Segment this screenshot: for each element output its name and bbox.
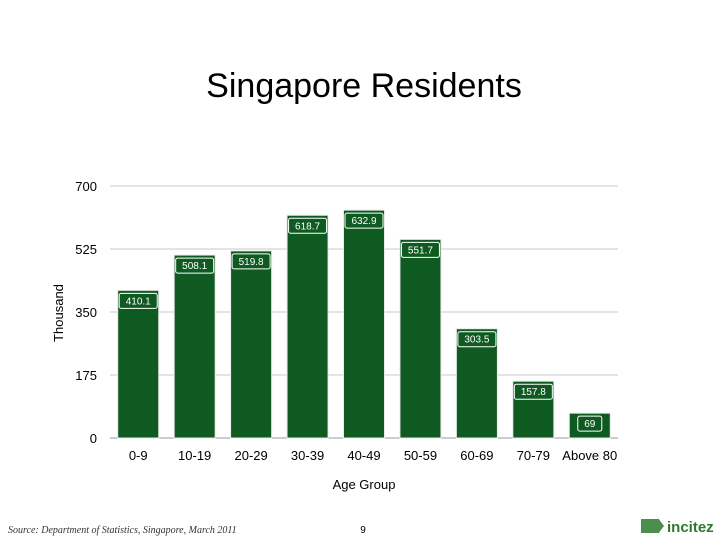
y-tick-label: 175 — [75, 368, 97, 383]
y-axis-title: Thousand — [51, 284, 66, 342]
y-tick-label: 350 — [75, 305, 97, 320]
data-label-box — [118, 292, 158, 309]
bar — [117, 289, 160, 439]
x-tick-label: 0-9 — [129, 448, 148, 463]
data-label-box — [457, 331, 497, 348]
x-tick-label: 70-79 — [517, 448, 550, 463]
data-label: 303.5 — [464, 335, 489, 346]
bar — [230, 250, 273, 439]
data-label: 618.7 — [295, 221, 320, 232]
logo-arrow-icon — [641, 514, 664, 538]
x-tick-label: 10-19 — [178, 448, 211, 463]
data-label-box — [231, 253, 271, 270]
x-tick-label: 40-49 — [347, 448, 380, 463]
data-label-box — [344, 212, 384, 229]
data-label-box — [400, 241, 440, 258]
data-label: 410.1 — [126, 296, 151, 307]
x-tick-label: 60-69 — [460, 448, 493, 463]
data-label: 632.9 — [351, 216, 376, 227]
y-tick-label: 0 — [90, 431, 97, 446]
data-label: 519.8 — [239, 257, 264, 268]
x-axis-title: Age Group — [333, 477, 396, 492]
bar — [173, 254, 216, 439]
bar — [286, 214, 329, 439]
x-tick-label: 30-39 — [291, 448, 324, 463]
x-tick-label: 20-29 — [234, 448, 267, 463]
data-label-box — [577, 415, 603, 432]
data-label: 508.1 — [182, 261, 207, 272]
page-number: 9 — [360, 525, 366, 536]
data-label: 551.7 — [408, 245, 433, 256]
incitez-logo: incitez — [641, 514, 714, 538]
y-tick-label: 700 — [75, 179, 97, 194]
x-tick-label: Above 80 — [562, 448, 617, 463]
data-label-box — [513, 383, 553, 400]
y-tick-label: 525 — [75, 242, 97, 257]
bar — [343, 209, 385, 439]
x-tick-label: 50-59 — [404, 448, 437, 463]
chart-title: Singapore Residents — [206, 67, 522, 105]
data-label-box — [288, 217, 328, 234]
x-tick-labels: 0-9 10-19 20-29 30-39 40-49 50-59 60-69 70-79 Ab… — [129, 448, 617, 463]
y-tick-labels: 0 175 350 525 700 — [75, 179, 97, 446]
data-label: 157.8 — [521, 387, 546, 398]
data-label-box — [175, 257, 215, 274]
source-note: Source: Department of Statistics, Singap… — [8, 525, 237, 536]
bars: 410.1 508.1 519.8 618.7 632.9 551.7 303.5 157.8… — [117, 209, 611, 439]
logo-text: incitez — [667, 519, 714, 536]
data-label: 69 — [584, 419, 596, 430]
bar — [399, 238, 442, 439]
